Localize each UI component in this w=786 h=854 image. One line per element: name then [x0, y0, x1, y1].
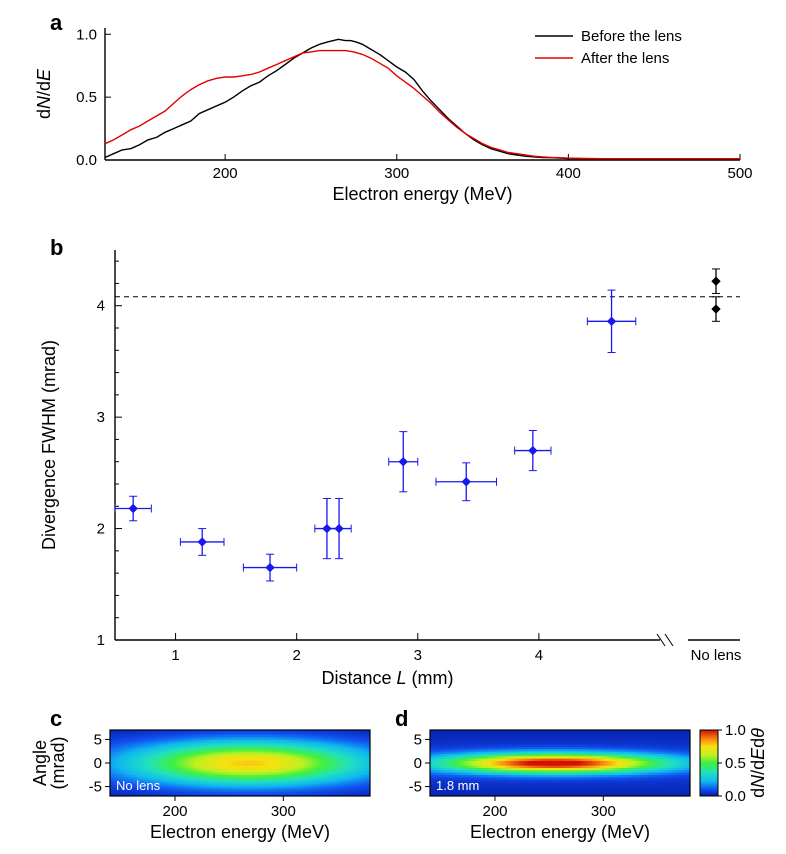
data-marker	[712, 305, 720, 313]
heat-xtick: 300	[591, 803, 616, 820]
heat-ytick: -5	[89, 779, 102, 796]
heat-ylabel: Angle	[30, 740, 50, 786]
panel-a-xtick: 400	[556, 165, 581, 182]
panel-a-xtick: 500	[727, 165, 752, 182]
heat-xlabel: Electron energy (MeV)	[470, 822, 650, 842]
panel-b-ytick: 4	[97, 298, 105, 315]
colorbar-tick: 0.5	[725, 755, 746, 772]
figure-root: a2003004005000.00.51.0Electron energy (M…	[0, 0, 786, 854]
colorbar	[700, 730, 718, 796]
heat-ytick: 5	[94, 731, 102, 748]
heat-inset-label: 1.8 mm	[436, 778, 479, 793]
colorbar-label: dN/dEdθ	[748, 728, 768, 798]
panel-b-xlabel: Distance L (mm)	[321, 668, 453, 688]
legend-label: Before the lens	[581, 28, 682, 45]
data-marker	[129, 505, 137, 513]
heat-xtick: 300	[271, 803, 296, 820]
panel-a-ytick: 1.0	[76, 26, 97, 43]
panel-b-nolens-label: No lens	[691, 647, 742, 664]
colorbar-tick: 0.0	[725, 788, 746, 805]
heat-ytick: 5	[414, 731, 422, 748]
panel-b-xtick: 3	[414, 647, 422, 664]
panel-b-ytick: 3	[97, 409, 105, 426]
heat-ytick: 0	[94, 755, 102, 772]
panel-a-ytick: 0.0	[76, 152, 97, 169]
heat-ylabel: (mrad)	[48, 737, 68, 790]
panel-b-xtick: 4	[535, 647, 543, 664]
data-marker	[198, 538, 206, 546]
panel-b-ytick: 1	[97, 632, 105, 649]
heat-xtick: 200	[482, 803, 507, 820]
heat-ytick: -5	[409, 779, 422, 796]
panel-b-ylabel: Divergence FWHM (mrad)	[39, 340, 59, 550]
panel-b-xtick: 2	[292, 647, 300, 664]
figure-svg: a2003004005000.00.51.0Electron energy (M…	[0, 0, 786, 854]
panel-a-xtick: 200	[213, 165, 238, 182]
panel-b-label: b	[50, 235, 63, 260]
heat-ytick: 0	[414, 755, 422, 772]
legend-label: After the lens	[581, 50, 669, 67]
panel-a-label: a	[50, 10, 63, 35]
heat-inset-label: No lens	[116, 778, 161, 793]
panel-c-label: c	[50, 706, 62, 731]
data-marker	[529, 447, 537, 455]
panel-a-xlabel: Electron energy (MeV)	[332, 184, 512, 204]
heat-xlabel: Electron energy (MeV)	[150, 822, 330, 842]
panel-d-label: d	[395, 706, 408, 731]
heat-xtick: 200	[162, 803, 187, 820]
panel-b-xtick: 1	[171, 647, 179, 664]
panel-a-ytick: 0.5	[76, 89, 97, 106]
data-marker	[266, 564, 274, 572]
data-marker	[462, 478, 470, 486]
data-marker	[399, 458, 407, 466]
colorbar-tick: 1.0	[725, 722, 746, 739]
data-marker	[608, 317, 616, 325]
panel-a-xtick: 300	[384, 165, 409, 182]
data-marker	[712, 277, 720, 285]
panel-a-ylabel: dN/dE	[34, 68, 54, 119]
panel-b-ytick: 2	[97, 521, 105, 538]
data-marker	[335, 525, 343, 533]
